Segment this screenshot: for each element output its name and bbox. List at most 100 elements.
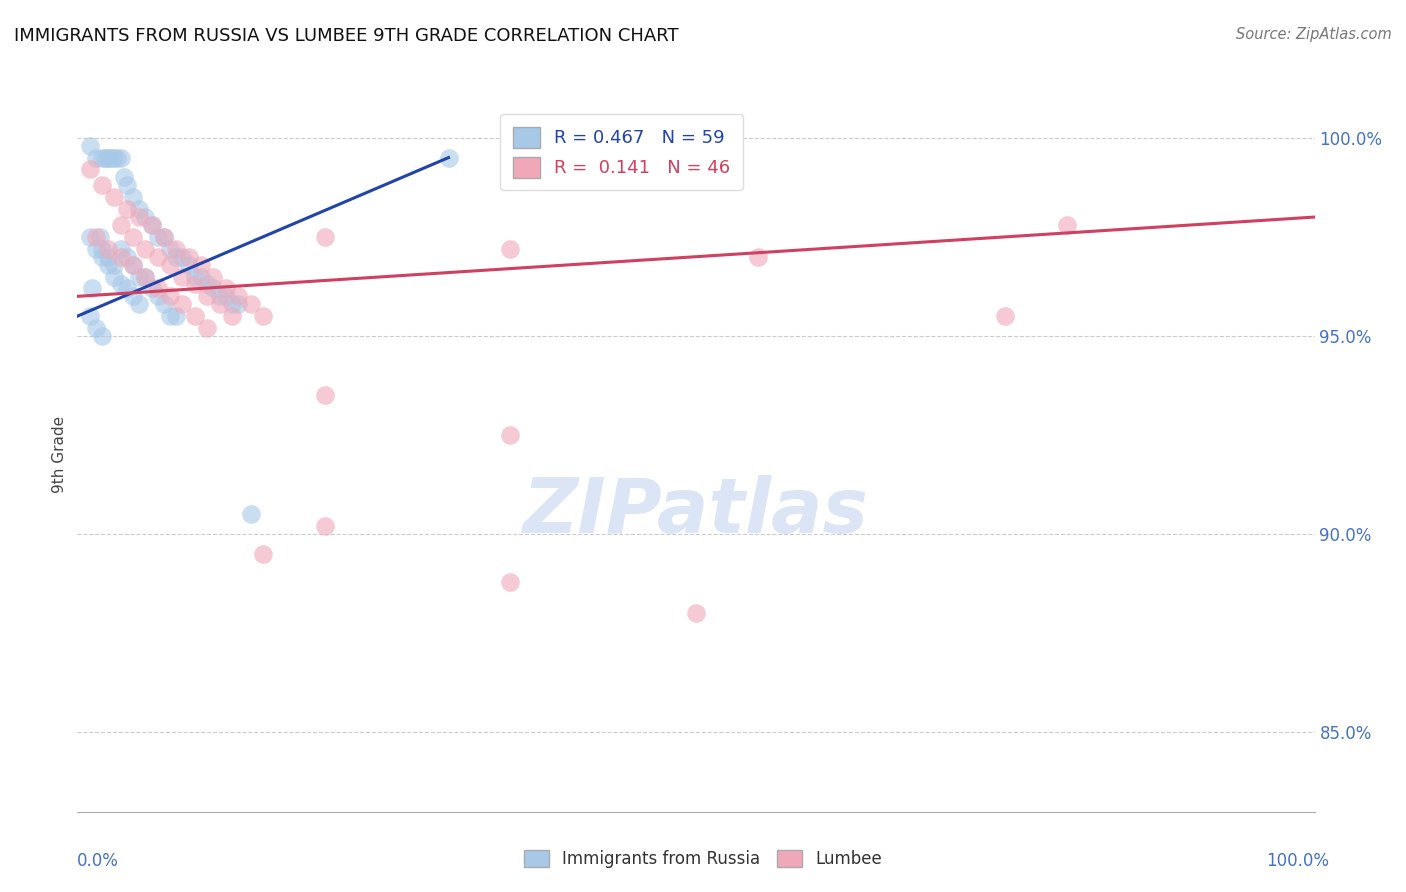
- Point: [115, 250, 138, 264]
- Point: [122, 258, 145, 272]
- Point: [110, 242, 132, 256]
- Y-axis label: 9th Grade: 9th Grade: [52, 417, 67, 493]
- Point: [215, 281, 238, 295]
- Point: [252, 309, 274, 323]
- Point: [122, 230, 145, 244]
- Point: [122, 258, 145, 272]
- Point: [110, 218, 132, 232]
- Point: [122, 190, 145, 204]
- Point: [96, 151, 118, 165]
- Point: [110, 250, 132, 264]
- Point: [239, 508, 262, 522]
- Point: [112, 170, 135, 185]
- Point: [153, 230, 176, 244]
- Point: [93, 151, 115, 165]
- Point: [91, 151, 114, 165]
- Point: [195, 321, 218, 335]
- Point: [141, 218, 163, 232]
- Point: [91, 250, 114, 264]
- Point: [79, 230, 101, 244]
- Point: [190, 269, 212, 284]
- Point: [184, 277, 207, 292]
- Point: [153, 230, 176, 244]
- Point: [115, 202, 138, 216]
- Point: [172, 250, 194, 264]
- Point: [84, 321, 107, 335]
- Point: [146, 281, 169, 295]
- Point: [221, 297, 243, 311]
- Point: [208, 289, 231, 303]
- Point: [190, 258, 212, 272]
- Point: [101, 151, 124, 165]
- Text: Source: ZipAtlas.com: Source: ZipAtlas.com: [1236, 27, 1392, 42]
- Point: [172, 297, 194, 311]
- Point: [98, 151, 121, 165]
- Point: [215, 289, 238, 303]
- Point: [84, 242, 107, 256]
- Point: [134, 210, 156, 224]
- Point: [103, 190, 125, 204]
- Point: [79, 309, 101, 323]
- Point: [79, 138, 101, 153]
- Point: [208, 297, 231, 311]
- Point: [128, 202, 150, 216]
- Point: [239, 297, 262, 311]
- Point: [226, 289, 249, 303]
- Point: [110, 151, 132, 165]
- Point: [91, 242, 114, 256]
- Point: [84, 151, 107, 165]
- Point: [128, 269, 150, 284]
- Point: [103, 151, 125, 165]
- Point: [499, 428, 522, 442]
- Point: [128, 297, 150, 311]
- Point: [79, 162, 101, 177]
- Point: [146, 250, 169, 264]
- Point: [172, 269, 194, 284]
- Legend: Immigrants from Russia, Lumbee: Immigrants from Russia, Lumbee: [517, 843, 889, 875]
- Point: [97, 242, 120, 256]
- Point: [153, 297, 176, 311]
- Point: [97, 258, 120, 272]
- Point: [115, 281, 138, 295]
- Point: [184, 269, 207, 284]
- Point: [252, 547, 274, 561]
- Point: [159, 258, 181, 272]
- Point: [91, 178, 114, 193]
- Point: [165, 250, 187, 264]
- Point: [177, 250, 200, 264]
- Point: [195, 289, 218, 303]
- Point: [314, 230, 336, 244]
- Point: [159, 289, 181, 303]
- Point: [122, 289, 145, 303]
- Point: [159, 309, 181, 323]
- Point: [146, 289, 169, 303]
- Point: [437, 151, 460, 165]
- Point: [89, 230, 111, 244]
- Point: [747, 250, 769, 264]
- Point: [685, 607, 707, 621]
- Point: [134, 269, 156, 284]
- Point: [165, 242, 187, 256]
- Point: [146, 230, 169, 244]
- Point: [184, 309, 207, 323]
- Point: [82, 281, 104, 295]
- Point: [134, 242, 156, 256]
- Point: [103, 258, 125, 272]
- Point: [499, 574, 522, 589]
- Text: 100.0%: 100.0%: [1265, 852, 1329, 870]
- Point: [499, 242, 522, 256]
- Point: [84, 230, 107, 244]
- Point: [226, 297, 249, 311]
- Point: [103, 269, 125, 284]
- Point: [110, 277, 132, 292]
- Point: [1056, 218, 1078, 232]
- Point: [195, 277, 218, 292]
- Point: [128, 210, 150, 224]
- Point: [202, 281, 225, 295]
- Text: 0.0%: 0.0%: [77, 852, 120, 870]
- Point: [105, 151, 128, 165]
- Text: ZIPatlas: ZIPatlas: [523, 475, 869, 549]
- Point: [115, 178, 138, 193]
- Point: [91, 329, 114, 343]
- Point: [134, 269, 156, 284]
